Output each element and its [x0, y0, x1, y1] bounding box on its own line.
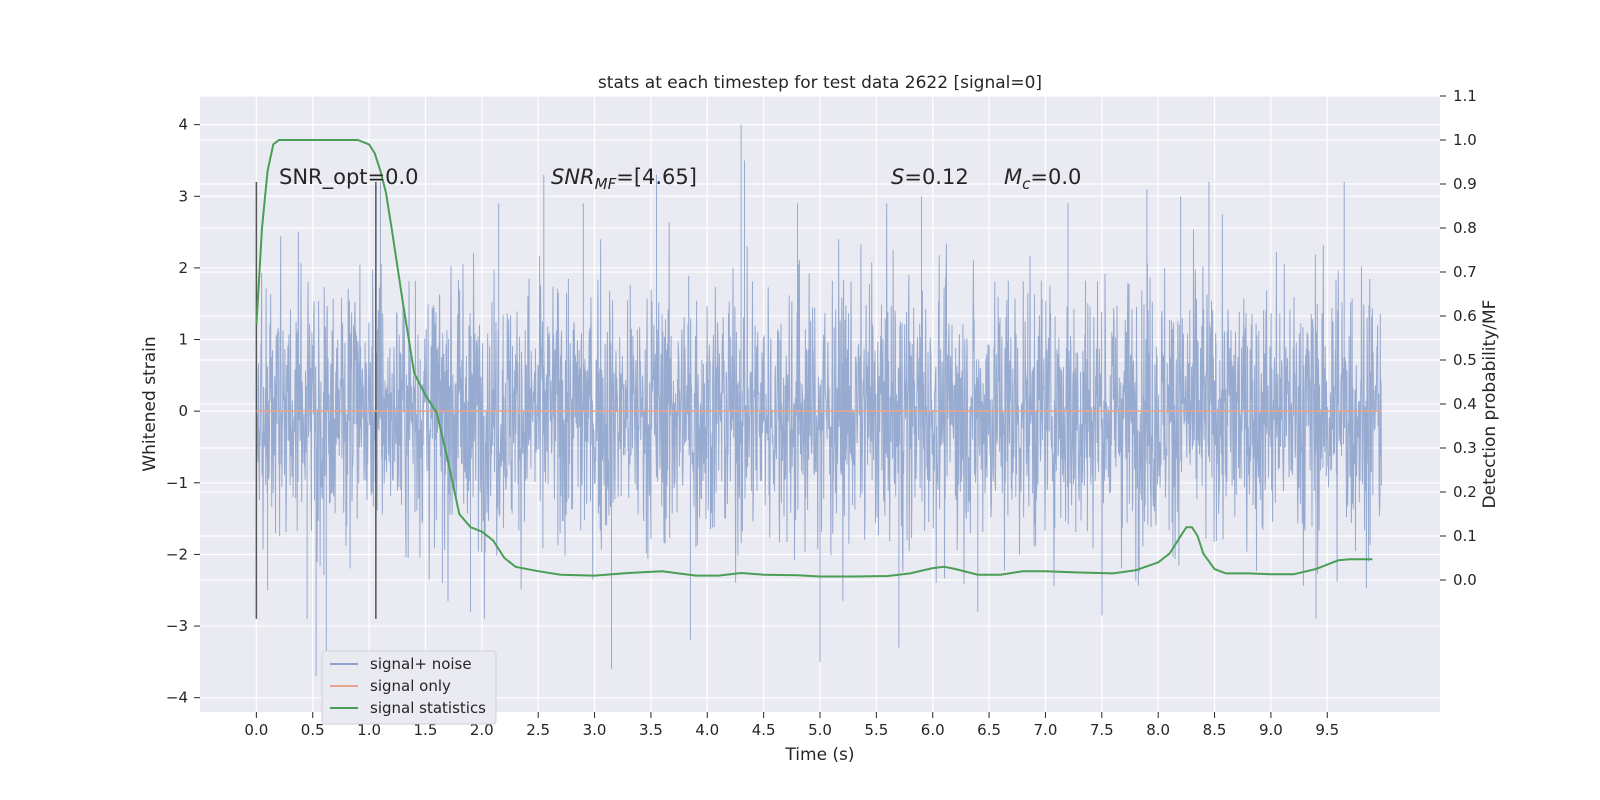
y-right-tick-label: 0.0: [1453, 571, 1477, 589]
legend-label-signal-only: signal only: [370, 677, 451, 695]
y-left-tick-label: −4: [166, 689, 188, 707]
x-tick-label: 9.0: [1259, 721, 1283, 739]
x-tick-label: 6.0: [921, 721, 945, 739]
annotation-snr-opt: SNR_opt=0.0: [279, 165, 419, 190]
y-right-tick-label: 0.6: [1453, 307, 1477, 325]
y-right-tick-label: 0.7: [1453, 263, 1477, 281]
annotation-snr-mf-value: =[4.65]: [616, 165, 697, 189]
legend-label-signal-noise: signal+ noise: [370, 655, 472, 673]
y-right-tick-label: 0.1: [1453, 527, 1477, 545]
legend-label-signal-statistics: signal statistics: [370, 699, 486, 717]
y-right-tick-label: 0.5: [1453, 351, 1477, 369]
vertical-markers: [255, 181, 377, 619]
y-right-tick-label: 0.4: [1453, 395, 1477, 413]
signal-statistics-series: [255, 139, 1373, 578]
annotation-snr-mf-base: SNR: [551, 165, 595, 189]
y-left-tick-label: 1: [178, 331, 188, 349]
y-right-axis-label: Detection probability/MF: [1480, 300, 1500, 509]
annotation-snr-mf: SNRMF=[4.65]: [551, 165, 697, 193]
y-right-tick-label: 1.0: [1453, 131, 1477, 149]
x-tick-label: 0.0: [244, 721, 268, 739]
annotation-snr-mf-sub: MF: [595, 175, 617, 193]
y-right-tick-label: 0.8: [1453, 219, 1477, 237]
x-tick-label: 1.0: [357, 721, 381, 739]
x-tick-label: 5.5: [864, 721, 888, 739]
y-right-tick-label: 0.2: [1453, 483, 1477, 501]
x-tick-label: 8.5: [1203, 721, 1227, 739]
x-tick-label: 9.5: [1315, 721, 1339, 739]
x-tick-label: 2.5: [526, 721, 550, 739]
annotation-mc-sub: c: [1022, 175, 1031, 193]
chart-title: stats at each timestep for test data 262…: [598, 73, 1042, 93]
y-right-axis-ticks: 1.1 1.0 0.9 0.8 0.7 0.6 0.5 0.4 0.3 0.2 0.1 0.0: [1440, 87, 1477, 589]
legend-box: [321, 650, 497, 725]
x-tick-label: 8.0: [1146, 721, 1170, 739]
grid: [200, 95, 1440, 712]
y-left-tick-label: −2: [166, 545, 188, 563]
y-left-tick-label: −1: [166, 474, 188, 492]
x-tick-label: 1.5: [414, 721, 438, 739]
x-tick-label: 0.5: [301, 721, 325, 739]
y-left-tick-label: 0: [178, 402, 188, 420]
x-tick-label: 6.5: [977, 721, 1001, 739]
annotation-s-value: =0.12: [904, 165, 968, 189]
x-tick-label: 4.5: [752, 721, 776, 739]
y-left-tick-label: 3: [178, 187, 188, 205]
legend: signal+ noise signal only signal statist…: [321, 650, 497, 725]
signal-noise-line: [255, 124, 1382, 677]
y-left-axis-label: Whitened strain: [140, 336, 160, 471]
signal-statistics-line: [255, 139, 1373, 578]
y-right-tick-label: 1.1: [1453, 87, 1477, 105]
x-tick-label: 7.5: [1090, 721, 1114, 739]
annotation-s-label: S: [891, 165, 904, 189]
y-left-tick-label: 4: [178, 116, 188, 134]
x-tick-label: 5.0: [808, 721, 832, 739]
y-right-tick-label: 0.9: [1453, 175, 1477, 193]
y-left-tick-label: 2: [178, 259, 188, 277]
annotation-mc: Mc=0.0: [1004, 165, 1081, 193]
x-axis-ticks: 0.0 0.5 1.0 1.5 2.0 2.5 3.0 3.5 4.0 4.5 5.0 5.5 6.0 6…: [244, 712, 1339, 739]
y-left-axis-ticks: 4 3 2 1 0 −1 −2 −3 −4: [166, 116, 200, 707]
x-tick-label: 2.0: [470, 721, 494, 739]
y-right-tick-label: 0.3: [1453, 439, 1477, 457]
x-tick-label: 3.0: [583, 721, 607, 739]
x-tick-label: 3.5: [639, 721, 663, 739]
y-left-tick-label: −3: [166, 617, 188, 635]
signal-noise-series: [255, 124, 1382, 677]
annotation-mc-base: M: [1004, 165, 1022, 189]
x-tick-label: 7.0: [1034, 721, 1058, 739]
x-tick-label: 4.0: [695, 721, 719, 739]
annotation-mc-value: =0.0: [1030, 165, 1081, 189]
x-axis-label: Time (s): [784, 745, 854, 765]
annotation-s: S=0.12: [891, 165, 969, 189]
